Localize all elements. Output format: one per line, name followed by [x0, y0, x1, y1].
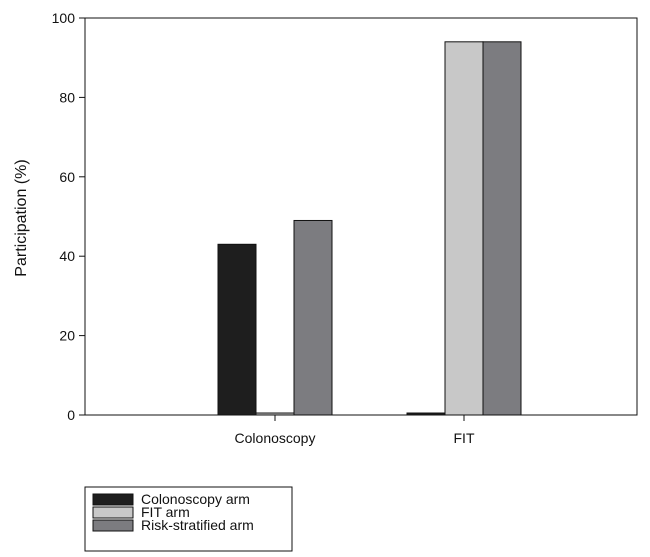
- legend-label: FIT arm: [141, 504, 190, 520]
- legend-swatch: [92, 506, 134, 519]
- plot-frame: [84, 17, 638, 416]
- x-tick-label: FIT: [454, 430, 475, 446]
- y-tick-label: 80: [59, 89, 75, 105]
- bar: [482, 41, 522, 416]
- legend-label: Risk-stratified arm: [141, 517, 254, 533]
- y-axis-title: Participation (%): [13, 159, 30, 276]
- y-tick-label: 20: [59, 328, 75, 344]
- bar: [293, 219, 333, 416]
- x-tick-label: Colonoscopy: [235, 430, 316, 446]
- y-tick-label: 40: [59, 248, 75, 264]
- bars: [217, 41, 522, 416]
- bar: [217, 243, 257, 416]
- x-axis-ticks: Colonoscopy FIT: [235, 415, 475, 446]
- y-axis-ticks: 0 20 40 60 80 100: [52, 10, 85, 423]
- y-tick-label: 60: [59, 169, 75, 185]
- legend-label: Colonoscopy arm: [141, 491, 250, 507]
- y-tick-label: 0: [67, 407, 75, 423]
- bar: [406, 412, 446, 416]
- bar: [444, 41, 484, 416]
- bar: [255, 412, 295, 416]
- y-tick-label: 100: [52, 10, 76, 26]
- plot-area: [84, 17, 638, 416]
- legend-box: [84, 486, 293, 552]
- legend-swatch: [92, 493, 134, 506]
- legend-swatch: [92, 519, 134, 532]
